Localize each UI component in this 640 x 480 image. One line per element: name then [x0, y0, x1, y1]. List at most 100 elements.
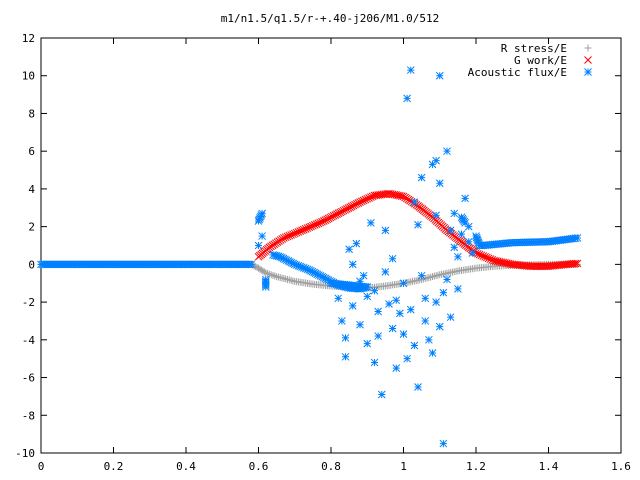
- data-point: [316, 272, 325, 280]
- data-point: [303, 265, 312, 274]
- data-point: [356, 320, 364, 329]
- data-point: [435, 322, 444, 331]
- data-point: [338, 317, 346, 325]
- data-point: [319, 273, 328, 282]
- data-point: [324, 276, 333, 284]
- data-point: [356, 277, 364, 286]
- x-tick-label: 1.6: [611, 460, 631, 473]
- data-point: [450, 209, 459, 218]
- data-point: [323, 275, 331, 284]
- y-tick-label: 8: [28, 107, 35, 120]
- data-point: [308, 267, 317, 276]
- data-point: [428, 349, 437, 357]
- data-point: [282, 256, 291, 265]
- data-point: [294, 261, 303, 270]
- data-point: [261, 283, 270, 291]
- data-point: [454, 285, 462, 293]
- data-point: [403, 354, 411, 363]
- data-point: [296, 262, 305, 271]
- data-point: [399, 279, 408, 288]
- x-axis: 0 0.2 0.4 0.6 0.8 1 1.2 1.4 1.6: [38, 38, 631, 473]
- data-point: [439, 288, 448, 297]
- data-point: [457, 230, 466, 239]
- series-1: [254, 189, 582, 271]
- data-point: [417, 271, 426, 280]
- data-point: [301, 264, 310, 273]
- data-point: [255, 215, 264, 224]
- y-tick-label: -4: [22, 334, 36, 347]
- data-point: [289, 259, 297, 268]
- data-point: [435, 179, 444, 188]
- data-point: [573, 259, 582, 268]
- data-point: [450, 243, 459, 252]
- data-point: [392, 296, 401, 305]
- data-point: [392, 364, 401, 372]
- y-tick-label: 6: [28, 145, 35, 158]
- data-point: [530, 262, 538, 271]
- data-point: [399, 330, 408, 339]
- data-point: [276, 252, 285, 261]
- data-point: [446, 313, 455, 322]
- data-point: [535, 262, 544, 271]
- data-point: [260, 268, 268, 276]
- data-point: [374, 332, 382, 340]
- data-point: [428, 160, 437, 169]
- data-point: [370, 286, 379, 295]
- data-point: [254, 241, 263, 250]
- data-point: [443, 147, 451, 156]
- data-point: [267, 271, 275, 279]
- series-2: [37, 66, 582, 448]
- legend-label: G work/E: [514, 54, 567, 67]
- x-tick-label: 0: [38, 460, 45, 473]
- legend-label: R stress/E: [501, 42, 567, 55]
- data-point: [584, 44, 592, 52]
- y-tick-label: 12: [22, 32, 35, 45]
- data-point: [271, 272, 279, 280]
- y-axis: -10 -8 -6 -4 -2 0 2 4 6 8 10 12: [15, 32, 621, 460]
- data-point: [454, 252, 462, 261]
- data-point: [287, 258, 296, 267]
- data-point: [370, 358, 379, 367]
- data-point: [311, 269, 320, 278]
- data-point: [432, 156, 440, 165]
- data-point: [464, 222, 473, 231]
- y-tick-label: 0: [28, 258, 35, 271]
- data-point: [432, 298, 440, 306]
- data-point: [381, 226, 390, 235]
- data-point: [403, 94, 411, 103]
- data-point: [250, 262, 258, 270]
- data-point: [341, 352, 350, 361]
- data-point: [363, 339, 372, 348]
- y-tick-label: 4: [28, 183, 35, 196]
- data-point: [421, 317, 430, 325]
- data-point: [435, 71, 444, 80]
- data-point: [341, 334, 350, 342]
- x-tick-label: 0.4: [176, 460, 196, 473]
- data-point: [318, 272, 326, 281]
- data-point: [348, 302, 357, 310]
- x-tick-label: 1: [400, 460, 407, 473]
- data-point: [385, 300, 393, 308]
- data-point: [305, 266, 314, 274]
- data-point: [584, 68, 592, 76]
- data-point: [345, 245, 353, 254]
- data-point: [257, 211, 266, 219]
- data-point: [473, 235, 482, 244]
- data-point: [258, 209, 266, 218]
- data-point: [584, 56, 592, 64]
- data-point: [571, 259, 580, 268]
- data-point: [315, 271, 323, 279]
- data-point: [298, 263, 306, 272]
- data-point: [290, 260, 299, 269]
- data-point: [528, 262, 537, 271]
- data-point: [264, 269, 272, 277]
- data-point: [421, 294, 430, 303]
- data-point: [414, 383, 422, 391]
- data-point: [464, 237, 473, 246]
- data-point: [432, 211, 440, 220]
- data-point: [258, 232, 266, 240]
- data-point: [307, 267, 315, 275]
- data-point: [262, 269, 270, 277]
